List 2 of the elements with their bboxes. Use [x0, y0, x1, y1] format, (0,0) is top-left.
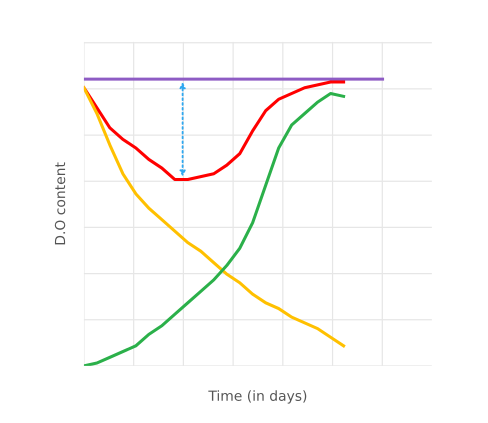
y-axis-title: D.O content: [54, 162, 66, 244]
x-axis-title: Time (in days): [208, 390, 306, 404]
